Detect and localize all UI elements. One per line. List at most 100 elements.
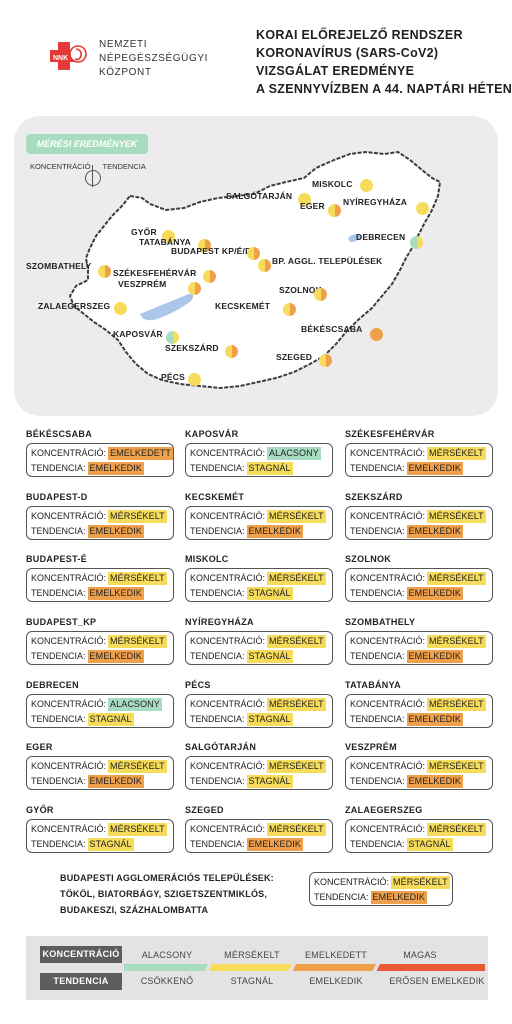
legend-tendencia-item: ERŐSEN EMELKEDIK (389, 976, 485, 986)
card-title: NYÍREGYHÁZA (185, 617, 254, 627)
koncentracio-half (198, 239, 205, 252)
tendencia-half (289, 303, 296, 316)
map-city-status-dot (298, 193, 311, 206)
tendencia-half (168, 230, 175, 243)
card-title: KAPOSVÁR (185, 429, 239, 439)
card-title: SZEKSZÁRD (345, 492, 403, 502)
koncentracio-value: ALACSONY (108, 698, 162, 711)
koncentracio-half (114, 302, 121, 315)
card-title: BÉKÉSCSABA (26, 429, 93, 439)
koncentracio-row: KONCENTRÁCIÓ: MÉRSÉKELT (350, 510, 486, 523)
map-city-label: VESZPRÉM (118, 279, 167, 289)
tendencia-label: TENDENCIA: (350, 463, 405, 473)
koncentracio-value: MÉRSÉKELT (427, 510, 486, 523)
tendencia-value: STAGNÁL (406, 838, 453, 851)
map-city-label: GYŐR (131, 227, 157, 237)
legend-koncentracio-item: ALACSONY (141, 950, 193, 960)
tendencia-label: TENDENCIA: (31, 651, 86, 661)
koncentracio-half (258, 259, 265, 272)
koncentracio-half (188, 282, 195, 295)
map-city-status-dot (98, 265, 111, 278)
card-title: PÉCS (185, 680, 211, 690)
koncentracio-half (360, 179, 367, 192)
koncentracio-label: KONCENTRÁCIÓ: (31, 573, 107, 583)
tendencia-half (264, 259, 271, 272)
legend-tendencia-header: TENDENCIA (40, 973, 122, 990)
koncentracio-row: KONCENTRÁCIÓ: MÉRSÉKELT (350, 572, 486, 585)
tendencia-label: TENDENCIA: (190, 839, 245, 849)
page-title: KORAI ELŐREJELZŐ RENDSZER KORONAVÍRUS (S… (256, 26, 512, 98)
koncentracio-half (225, 345, 232, 358)
tendencia-row: TENDENCIA: EMELKEDIK (350, 462, 463, 475)
card-title: DEBRECEN (26, 680, 79, 690)
map-city-status-dot (225, 345, 238, 358)
tendencia-half (376, 328, 383, 341)
hungary-map (68, 150, 442, 390)
tendencia-label: TENDENCIA: (190, 463, 245, 473)
koncentracio-label: KONCENTRÁCIÓ: (350, 573, 426, 583)
tendencia-value: EMELKEDIK (87, 775, 144, 788)
aggl-line: BUDAKESZI, SZÁZHALOMBATTA (60, 905, 209, 915)
koncentracio-row: KONCENTRÁCIÓ: ALACSONY (31, 698, 162, 711)
result-card: KONCENTRÁCIÓ: MÉRSÉKELT TENDENCIA: EMELKEDI… (345, 694, 493, 728)
koncentracio-row: KONCENTRÁCIÓ: MÉRSÉKELT (31, 760, 167, 773)
koncentracio-row: KONCENTRÁCIÓ: MÉRSÉKELT (190, 635, 326, 648)
tendencia-half (194, 373, 201, 386)
koncentracio-half (188, 373, 195, 386)
org-line: KÖZPONT (99, 67, 152, 78)
koncentracio-value: MÉRSÉKELT (267, 698, 326, 711)
koncentracio-half (247, 247, 254, 260)
card-title: BUDAPEST_KP (26, 617, 97, 627)
koncentracio-label: KONCENTRÁCIÓ: (350, 824, 426, 834)
tendencia-row: TENDENCIA: EMELKEDIK (350, 650, 463, 663)
tendencia-label: TENDENCIA: (190, 714, 245, 724)
tendencia-half (304, 193, 311, 206)
result-card: KONCENTRÁCIÓ: ALACSONY TENDENCIA: STAGNÁL (185, 443, 333, 477)
tendencia-half (209, 270, 216, 283)
tendencia-row: TENDENCIA: EMELKEDIK (350, 713, 463, 726)
card-title: VESZPRÉM (345, 742, 397, 752)
legend-tendencia: TENDENCIA (102, 162, 146, 171)
result-card: KONCENTRÁCIÓ: MÉRSÉKELT TENDENCIA: EMELKEDI… (345, 631, 493, 665)
koncentracio-row: KONCENTRÁCIÓ: MÉRSÉKELT (314, 876, 450, 889)
koncentracio-label: KONCENTRÁCIÓ: (350, 511, 426, 521)
koncentracio-label: KONCENTRÁCIÓ: (31, 511, 107, 521)
tendencia-value: EMELKEDIK (406, 713, 463, 726)
tendencia-row: TENDENCIA: EMELKEDIK (31, 587, 144, 600)
card-title: SZOMBATHELY (345, 617, 416, 627)
koncentracio-value: EMELKEDETT (108, 447, 174, 460)
result-card: KONCENTRÁCIÓ: MÉRSÉKELT TENDENCIA: STAGNÁL (26, 819, 174, 853)
title-line: KORAI ELŐREJELZŐ RENDSZER (256, 28, 463, 42)
koncentracio-half (314, 288, 321, 301)
map-city-label: PÉCS (161, 372, 185, 382)
tendencia-row: TENDENCIA: STAGNÁL (31, 713, 134, 726)
result-card: KONCENTRÁCIÓ: MÉRSÉKELT TENDENCIA: EMELKEDI… (26, 506, 174, 540)
tendencia-value: EMELKEDIK (246, 525, 303, 538)
koncentracio-label: KONCENTRÁCIÓ: (31, 699, 107, 709)
koncentracio-row: KONCENTRÁCIÓ: MÉRSÉKELT (350, 447, 486, 460)
tendencia-value: STAGNÁL (246, 650, 293, 663)
koncentracio-label: KONCENTRÁCIÓ: (31, 448, 107, 458)
organization-name: NEMZETI NÉPEGÉSZSÉGÜGYI KÖZPONT (99, 38, 208, 80)
title-line: VIZSGÁLAT EREDMÉNYE (256, 64, 415, 78)
tendencia-row: TENDENCIA: EMELKEDIK (31, 775, 144, 788)
tendencia-label: TENDENCIA: (31, 526, 86, 536)
tendencia-label: TENDENCIA: (31, 714, 86, 724)
tendencia-value: EMELKEDIK (87, 525, 144, 538)
tendencia-value: EMELKEDIK (370, 891, 427, 904)
koncentracio-label: KONCENTRÁCIÓ: (190, 573, 266, 583)
map-city-status-dot (162, 230, 175, 243)
map-city-label: BÉKÉSCSABA (301, 324, 363, 334)
tendencia-label: TENDENCIA: (190, 776, 245, 786)
map-city-status-dot (203, 270, 216, 283)
tendencia-row: TENDENCIA: STAGNÁL (190, 650, 293, 663)
map-city-status-dot (188, 282, 201, 295)
aggl-line: BUDAPESTI AGGLOMERÁCIÓS TELEPÜLÉSEK: (60, 873, 274, 883)
result-card: KONCENTRÁCIÓ: MÉRSÉKELT TENDENCIA: STAGNÁL (185, 694, 333, 728)
tendencia-value: EMELKEDIK (87, 650, 144, 663)
half-circle-legend-icon (85, 165, 101, 187)
card-title: SALGÓTARJÁN (185, 742, 257, 752)
koncentracio-label: KONCENTRÁCIÓ: (350, 761, 426, 771)
tendencia-label: TENDENCIA: (350, 776, 405, 786)
card-title: SZOLNOK (345, 554, 392, 564)
